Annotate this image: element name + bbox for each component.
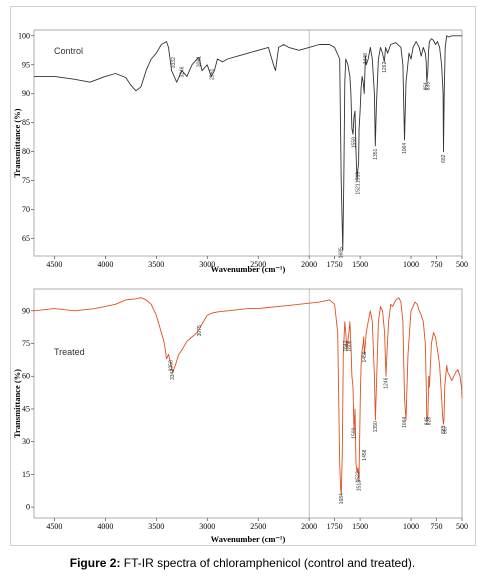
x-tick-label: 750 — [431, 260, 443, 269]
peak-label: 1350 — [373, 421, 379, 432]
x-tick-label: 4000 — [97, 260, 113, 269]
peak-label: 1685 — [339, 247, 345, 258]
y-tick-label: 15 — [22, 470, 30, 479]
x-tick-label: 2000 — [301, 260, 317, 269]
x-tick-label: 1500 — [352, 522, 368, 531]
peak-label: 1513 — [356, 480, 362, 491]
peak-label: 1458 — [362, 449, 368, 460]
y-tick-label: 0 — [26, 503, 30, 512]
peak-label: 1606 — [347, 340, 353, 351]
peak-label: 1684 — [339, 493, 345, 504]
caption-label: Figure 2: — [69, 556, 121, 570]
peak-label: 835 — [425, 82, 431, 91]
y-tick-label: 65 — [22, 234, 30, 243]
x-tick-label: 500 — [456, 260, 468, 269]
x-tick-label: 4500 — [46, 522, 62, 531]
peak-label: 667 — [442, 425, 448, 434]
figure-frame — [10, 6, 476, 546]
y-tick-label: 30 — [22, 437, 30, 446]
peak-label: 1246 — [383, 377, 389, 388]
panel-label: Treated — [54, 347, 85, 357]
chart-panel-2: 90 75 60 45 30 15 0 4500 4000 3500 3000 2500 2000 175… — [12, 288, 468, 544]
peak-label: 1351 — [373, 148, 379, 159]
y-tick-label: 75 — [22, 176, 30, 185]
plot-frame — [33, 29, 463, 257]
peak-label: 1559 — [352, 137, 358, 148]
x-tick-label: 3000 — [199, 260, 215, 269]
peak-label: 3081 — [196, 56, 202, 67]
y-tick-label: 75 — [22, 339, 30, 348]
x-tick-label: 750 — [431, 522, 443, 531]
peak-label: 1262 — [382, 62, 388, 73]
x-tick-label: 500 — [456, 522, 468, 531]
x-tick-label: 1000 — [403, 522, 419, 531]
peak-label: 3246 — [180, 66, 186, 77]
x-tick-label: 4000 — [97, 522, 113, 531]
x-tick-label: 1500 — [352, 260, 368, 269]
caption-text: FT-IR spectra of chloramphenicol (contro… — [120, 556, 416, 570]
y-tick-label: 45 — [22, 404, 30, 413]
x-tick-label: 2500 — [250, 260, 266, 269]
peak-label: 1522 — [355, 471, 361, 482]
x-tick-label: 4500 — [46, 260, 62, 269]
chart-panel-1: 100 95 90 85 80 75 70 65 4500 4000 3500 3000 2500 200… — [12, 29, 468, 274]
peak-label: 851 — [424, 82, 430, 91]
peak-label: 683 — [441, 425, 447, 434]
peak-label: 2951 — [210, 69, 216, 80]
x-tick-label: 1000 — [403, 260, 419, 269]
peak-label: 1519 — [356, 172, 362, 183]
panel-label: Control — [54, 46, 83, 56]
peak-label: 826 — [426, 417, 432, 426]
y-axis-title: Transmittance (%) — [12, 108, 22, 177]
peak-label: 3332 — [171, 57, 177, 68]
x-tick-label: 2500 — [250, 522, 266, 531]
x-tick-label: 3500 — [148, 522, 164, 531]
x-axis-title: Wavenumber (cm⁻¹) — [211, 534, 286, 544]
peak-label: 3075 — [197, 325, 203, 336]
peak-label: 1560 — [351, 428, 357, 439]
peak-label: 845 — [424, 417, 430, 426]
x-tick-label: 2000 — [301, 522, 317, 531]
peak-label: 682 — [441, 154, 447, 163]
peak-label: 1448 — [363, 53, 369, 64]
peak-label: 3342 — [170, 369, 176, 380]
peak-label: 1642 — [343, 340, 349, 351]
peak-label: 1459 — [362, 351, 368, 362]
peak-label: 3358 — [168, 360, 174, 371]
x-tick-label: 3500 — [148, 260, 164, 269]
plot-frame — [33, 288, 463, 519]
peak-label: 1521 — [355, 183, 361, 194]
x-axis-title: Wavenumber (cm⁻¹) — [211, 264, 286, 274]
y-tick-label: 80 — [22, 147, 30, 156]
figure-caption: Figure 2: FT-IR spectra of chloramphenic… — [0, 556, 485, 570]
y-tick-label: 90 — [22, 89, 30, 98]
x-tick-label: 3000 — [199, 522, 215, 531]
y-tick-label: 60 — [22, 372, 30, 381]
spectrum-line — [34, 35, 462, 251]
y-tick-label: 70 — [22, 205, 30, 214]
y-tick-label: 85 — [22, 118, 30, 127]
y-axis-title: Transmittance (%) — [12, 369, 22, 438]
peak-label: 1064 — [402, 417, 408, 428]
y-tick-label: 100 — [18, 31, 30, 40]
x-tick-label: 1750 — [327, 522, 343, 531]
peak-label: 1064 — [402, 143, 408, 154]
x-tick-label: 1750 — [327, 260, 343, 269]
y-tick-label: 95 — [22, 60, 30, 69]
y-tick-label: 90 — [22, 306, 30, 315]
spectrum-line — [33, 297, 463, 495]
